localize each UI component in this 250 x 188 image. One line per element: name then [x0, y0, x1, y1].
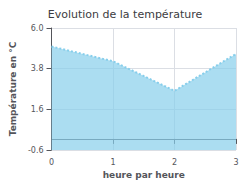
svg-text:1.6: 1.6	[31, 105, 44, 114]
svg-text:1: 1	[110, 158, 115, 167]
svg-text:3.8: 3.8	[31, 64, 44, 73]
svg-text:Evolution de la température: Evolution de la température	[48, 8, 203, 21]
svg-text:6.0: 6.0	[31, 24, 44, 33]
svg-text:-0.6: -0.6	[28, 146, 44, 155]
svg-text:0: 0	[49, 158, 54, 167]
svg-text:Température en °C: Température en °C	[8, 41, 18, 136]
svg-text:2: 2	[172, 158, 177, 167]
svg-text:heure par heure: heure par heure	[103, 170, 185, 180]
svg-text:3: 3	[233, 158, 238, 167]
